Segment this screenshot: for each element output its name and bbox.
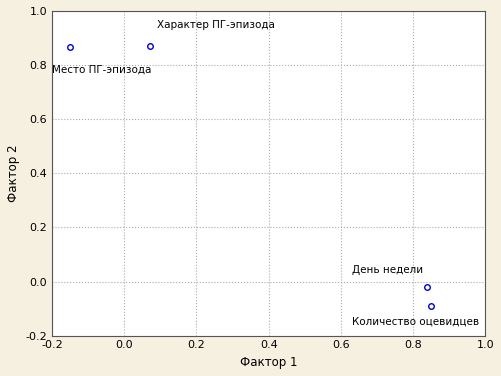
Text: Количество оцевидцев: Количество оцевидцев — [352, 317, 479, 327]
Y-axis label: Фактор 2: Фактор 2 — [7, 144, 20, 202]
Text: День недели: День недели — [352, 265, 423, 275]
X-axis label: Фактор 1: Фактор 1 — [240, 356, 298, 369]
Text: Характер ПГ-эпизода: Характер ПГ-эпизода — [157, 20, 275, 30]
Text: Место ПГ-эпизода: Место ПГ-эпизода — [52, 65, 151, 75]
